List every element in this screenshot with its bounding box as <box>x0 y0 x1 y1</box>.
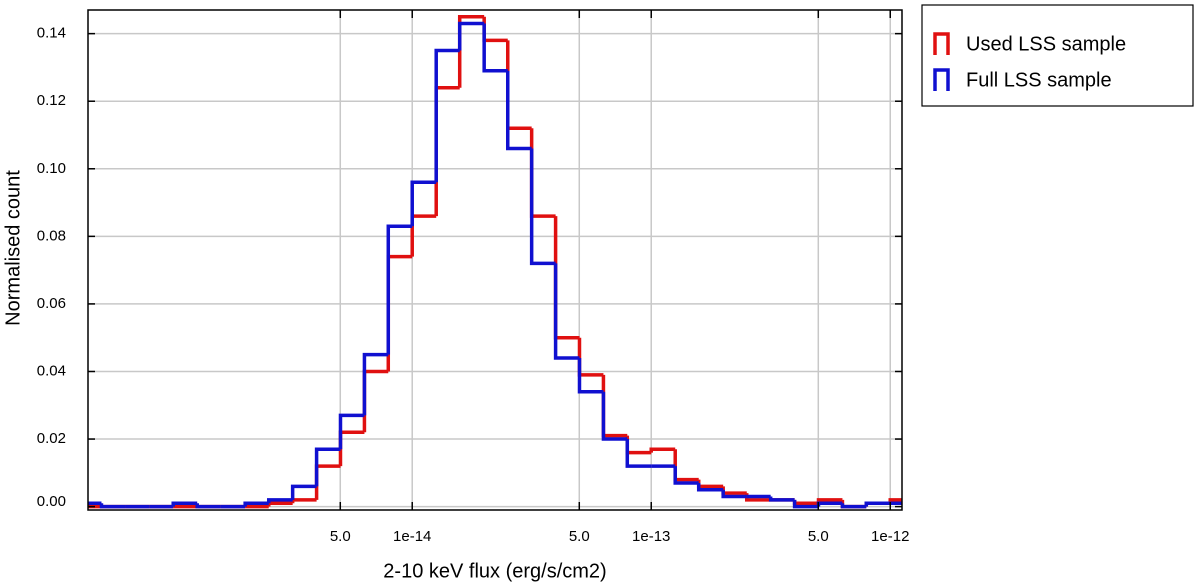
histogram-step <box>362 352 389 416</box>
y-tick-label: 0.14 <box>37 25 66 42</box>
histogram-step <box>314 447 341 487</box>
histogram-step <box>338 413 365 450</box>
histogram-step <box>195 503 221 509</box>
histogram-step <box>529 148 556 266</box>
legend-label: Full LSS sample <box>966 69 1112 91</box>
histogram-step <box>721 489 747 499</box>
histogram-step <box>625 439 652 468</box>
histogram-step <box>290 498 317 504</box>
histogram-step <box>505 70 532 151</box>
histogram-step <box>792 499 819 509</box>
histogram-step <box>840 503 867 509</box>
x-tick-label: 5.0 <box>569 528 590 545</box>
histogram-step <box>649 447 676 453</box>
x-tick-label: 1e-13 <box>632 528 670 545</box>
legend: Used LSS sample Full LSS sample <box>921 4 1194 107</box>
histograms <box>88 15 902 509</box>
histogram-step <box>434 48 460 183</box>
histogram-step <box>864 501 891 507</box>
y-tick-label: 0.10 <box>37 160 66 177</box>
y-tick-label: 0.02 <box>37 430 66 447</box>
histogram-step <box>457 15 485 88</box>
y-tick-label: 0.04 <box>37 362 66 379</box>
grid <box>88 10 902 510</box>
histogram-step <box>171 501 198 507</box>
histogram-step <box>88 501 102 505</box>
histogram-step <box>410 180 437 227</box>
histogram-step <box>768 496 795 502</box>
axes: 0.00 0.02 0.04 0.06 0.08 0.10 0.12 0.14 5.0 1e-14… <box>37 10 909 545</box>
legend-label: Used LSS sample <box>966 33 1126 55</box>
plot-frame <box>87 9 903 511</box>
y-axis-label: Normalised count <box>2 170 24 326</box>
x-tick-label: 1e-14 <box>393 528 431 545</box>
x-tick-label: 5.0 <box>330 528 351 545</box>
histogram-step <box>457 21 485 51</box>
y-tick-label: 0.12 <box>37 92 66 109</box>
histogram-step <box>243 501 269 507</box>
x-tick-label: 1e-12 <box>871 528 909 545</box>
x-tick-label: 5.0 <box>808 528 829 545</box>
histogram-step <box>266 498 293 504</box>
x-axis-label: 2-10 keV flux (erg/s/cm2) <box>383 560 606 582</box>
histogram-step <box>601 391 628 441</box>
legend-swatch <box>933 68 950 91</box>
histogram-step <box>99 503 126 509</box>
plot-area <box>88 10 902 510</box>
histogram-step <box>482 23 508 73</box>
y-tick-label: 0.00 <box>37 493 66 510</box>
y-tick-label: 0.06 <box>37 295 66 312</box>
legend-swatch <box>933 32 950 55</box>
histogram-step <box>673 466 699 485</box>
histogram-step <box>290 484 317 500</box>
histogram-step <box>553 263 580 360</box>
histogram-step <box>386 224 413 355</box>
histogram-step <box>577 357 604 394</box>
y-tick-label: 0.08 <box>37 227 66 244</box>
histogram-step <box>696 482 724 492</box>
legend-box <box>921 4 1194 107</box>
